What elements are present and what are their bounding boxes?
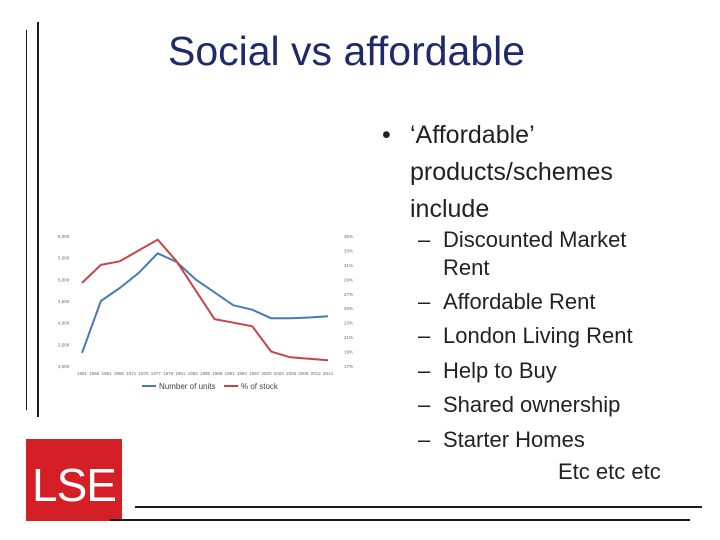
y-axis-right-tick-label: 19% xyxy=(344,350,353,355)
x-axis-tick-label: 1991 xyxy=(225,371,236,376)
x-axis-tick-label: 2000 xyxy=(261,371,272,376)
sub-item-text: Shared ownership xyxy=(443,392,621,417)
y-axis-left-tick-label: 5,500 xyxy=(58,256,70,261)
x-axis-tick-label: 1981 xyxy=(175,371,186,376)
x-axis-tick-label: 2009 xyxy=(298,371,309,376)
left-border-line xyxy=(26,30,27,410)
dash-marker: – xyxy=(418,227,431,252)
sub-item-text: Affordable Rent xyxy=(443,289,596,314)
footer-rule-bottom xyxy=(110,519,690,521)
y-axis-right-tick-label: 29% xyxy=(344,277,353,282)
footer-rule-top xyxy=(135,506,702,508)
y-axis-right-tick-label: 21% xyxy=(344,335,353,340)
x-axis-tick-label: 1971 xyxy=(126,371,137,376)
slide-title: Social vs affordable xyxy=(168,28,526,74)
lse-logo-mark: LSE xyxy=(32,459,117,511)
legend-label-units: Number of units xyxy=(159,382,215,391)
x-axis-tick-label: 1994 xyxy=(237,371,248,376)
dash-marker: – xyxy=(418,323,431,348)
y-axis-left-tick-label: 3,500 xyxy=(58,342,70,347)
bullet-marker: • xyxy=(382,121,391,149)
legend-label-stock: % of stock xyxy=(241,382,279,391)
y-axis-left-tick-label: 4,500 xyxy=(58,299,70,304)
dash-marker: – xyxy=(418,358,431,383)
y-axis-right-tick-label: 25% xyxy=(344,306,353,311)
etc-text: Etc etc etc xyxy=(558,459,661,484)
lse-logo-text: LSE xyxy=(32,459,116,511)
main-bullet-text: ‘Affordable’ products/schemes include xyxy=(410,121,613,223)
y-axis-left-tick-label: 4,000 xyxy=(58,321,70,326)
y-axis-right-tick-label: 23% xyxy=(344,321,353,326)
housing-stock-chart: 3,000 3,500 4,000 4,500 5,000 5,500 6,000 17% 19… xyxy=(58,234,353,391)
x-axis-tick-label: 1961 xyxy=(102,371,113,376)
dash-marker: – xyxy=(418,289,431,314)
y-axis-right-tick-label: 31% xyxy=(344,263,353,268)
x-axis-tick-label: 1997 xyxy=(249,371,260,376)
sub-item-text: London Living Rent xyxy=(443,323,633,348)
y-axis-left-tick-label: 3,000 xyxy=(58,364,70,369)
x-axis-tick-label: 2012 xyxy=(311,371,322,376)
lse-logo: LSE xyxy=(26,439,122,521)
y-axis-right-tick-label: 17% xyxy=(344,364,353,369)
x-axis-tick-label: 1966 xyxy=(114,371,125,376)
x-axis-tick-label: 2003 xyxy=(274,371,285,376)
x-axis-tick-label: 1956 xyxy=(89,371,100,376)
x-axis-tick-label: 1986 xyxy=(200,371,211,376)
left-border-line-inner xyxy=(37,22,39,417)
x-axis-tick-label: 1975 xyxy=(138,371,149,376)
sub-item-text: Discounted Market Rent xyxy=(443,227,627,280)
x-axis-tick-label: 2014 xyxy=(323,371,334,376)
y-axis-right-tick-label: 27% xyxy=(344,292,353,297)
series-line-stock xyxy=(81,238,329,362)
y-axis-right-tick-label: 35% xyxy=(344,234,353,239)
series-line-units xyxy=(81,252,329,354)
x-axis-tick-label: 1988 xyxy=(212,371,223,376)
x-axis-tick-label: 1983 xyxy=(188,371,199,376)
y-axis-left-tick-label: 6,000 xyxy=(58,234,70,239)
x-axis-tick-label: 2006 xyxy=(286,371,297,376)
y-axis-left-tick-label: 5,000 xyxy=(58,277,70,282)
dash-marker: – xyxy=(418,392,431,417)
y-axis-right-tick-label: 33% xyxy=(344,248,353,253)
x-axis-tick-label: 1951 xyxy=(77,371,88,376)
dash-marker: – xyxy=(418,427,431,452)
x-axis-tick-label: 1977 xyxy=(151,371,162,376)
x-axis-tick-label: 1979 xyxy=(163,371,174,376)
sub-item-text: Starter Homes xyxy=(443,427,585,452)
sub-item-text: Help to Buy xyxy=(443,358,557,383)
